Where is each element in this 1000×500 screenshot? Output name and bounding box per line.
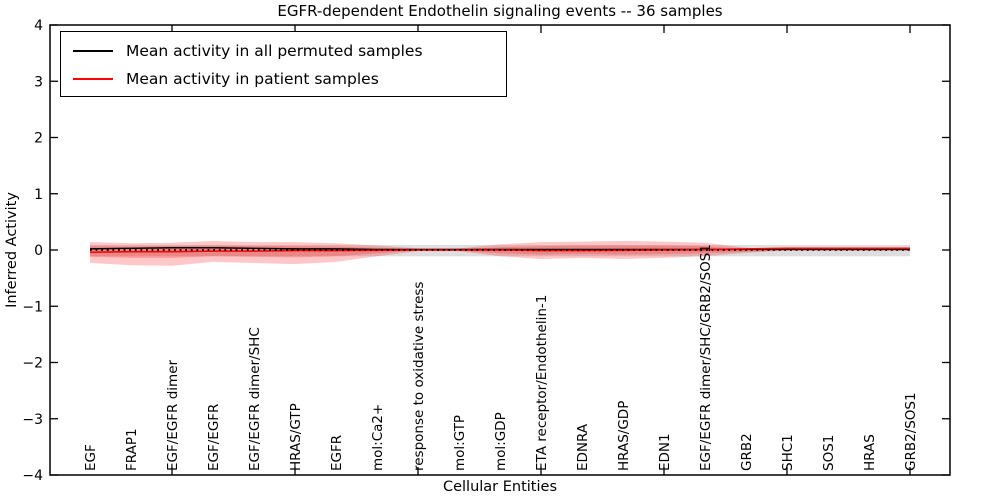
y-tick-label: 1: [34, 187, 43, 203]
legend: Mean activity in all permuted samples Me…: [60, 31, 507, 97]
x-category-label: mol:GTP: [452, 415, 468, 471]
x-category-label: EGF/EGFR dimer: [165, 359, 181, 471]
y-tick-label: −2: [22, 356, 43, 372]
x-category-label: SOS1: [821, 435, 837, 471]
y-axis-label: Inferred Activity: [4, 192, 20, 308]
x-category-label: GRB2/SOS1: [903, 392, 919, 471]
legend-label: Mean activity in all permuted samples: [126, 42, 423, 60]
x-category-label: HRAS: [862, 434, 878, 471]
chart-title: EGFR-dependent Endothelin signaling even…: [277, 2, 723, 20]
legend-item-patient: Mean activity in patient samples: [61, 65, 506, 93]
x-category-label: EGF/EGFR dimer/SHC/GRB2/SOS1: [698, 244, 714, 471]
x-category-label: mol:Ca2+: [370, 404, 386, 471]
legend-label: Mean activity in patient samples: [126, 70, 379, 88]
y-tick-label: 0: [34, 243, 43, 259]
legend-item-permuted: Mean activity in all permuted samples: [61, 37, 506, 65]
x-category-label: EDN1: [657, 433, 673, 471]
patient-line-swatch: [73, 78, 113, 80]
y-tick-label: 4: [34, 18, 43, 34]
x-category-label: SHC1: [780, 434, 796, 471]
x-axis-label: Cellular Entities: [442, 479, 558, 495]
y-tick-label: −4: [22, 468, 43, 484]
y-tick-label: 2: [34, 131, 43, 147]
permuted-line-swatch: [73, 50, 113, 52]
x-category-label: response to oxidative stress: [411, 282, 427, 471]
x-category-label: EGF/EGFR dimer/SHC: [247, 327, 263, 471]
y-tick-label: −1: [22, 299, 43, 315]
x-category-label: HRAS/GDP: [616, 401, 632, 471]
x-category-label: mol:GDP: [493, 412, 509, 471]
x-category-label: GRB2: [739, 433, 755, 471]
x-category-label: EGF/EGFR: [206, 404, 222, 471]
y-tick-label: −3: [22, 412, 43, 428]
y-tick-label: 3: [34, 74, 43, 90]
x-category-label: ETA receptor/Endothelin-1: [534, 295, 550, 471]
x-category-label: EGF: [83, 444, 99, 471]
x-category-label: HRAS/GTP: [288, 403, 304, 471]
band-1-patient-samples-outer-range: [90, 241, 910, 266]
x-category-label: EDNRA: [575, 423, 591, 471]
x-category-label: EGFR: [329, 435, 345, 471]
x-category-label: FRAP1: [124, 428, 140, 471]
